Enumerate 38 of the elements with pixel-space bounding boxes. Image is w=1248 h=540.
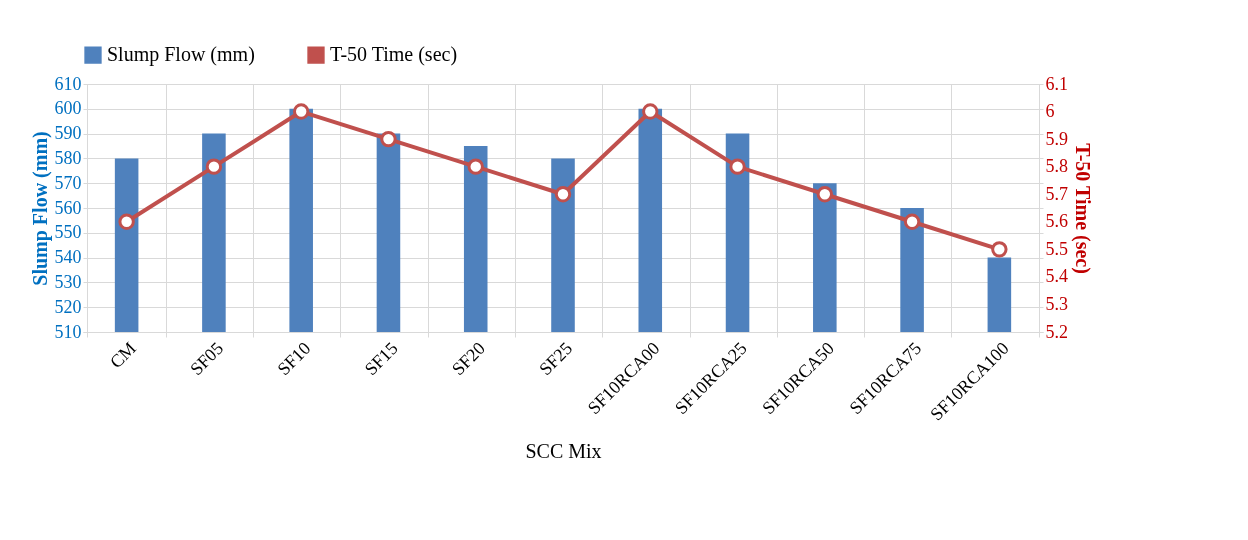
y2-tick-label: 6.1 <box>1045 73 1068 94</box>
point <box>554 186 572 203</box>
y2-tick-label: 5.9 <box>1045 128 1068 149</box>
point <box>205 158 223 175</box>
y-tick-label: 570 <box>54 172 82 193</box>
y2-tick-label: 5.3 <box>1045 293 1068 314</box>
y2-tick-label: 5.7 <box>1045 183 1068 204</box>
y-tick-label: 530 <box>54 271 82 292</box>
y2-tick-label: 5.6 <box>1045 211 1068 232</box>
y-tick-label: 540 <box>54 247 82 268</box>
point <box>380 130 397 148</box>
point <box>903 213 921 230</box>
y-tick-label: 520 <box>54 296 82 317</box>
x-axis-title: SCC Mix <box>525 440 602 463</box>
y-tick-label: 510 <box>54 321 82 342</box>
y-tick-label: 590 <box>54 123 82 144</box>
point <box>816 186 834 203</box>
y2-tick-label: 6 <box>1045 101 1055 122</box>
legend-label: Slump Flow (mm) <box>107 43 255 67</box>
legend-label: T-50 Time (sec) <box>330 43 458 67</box>
point <box>729 158 746 175</box>
point <box>292 103 310 120</box>
point <box>642 103 659 120</box>
y-tick-label: 560 <box>54 197 82 218</box>
y2-tick-label: 5.5 <box>1045 238 1068 259</box>
point <box>118 213 135 230</box>
point <box>991 241 1008 258</box>
y-axis-title: Slump Flow (mm) <box>28 131 52 286</box>
y-tick-label: 610 <box>54 73 82 94</box>
y-tick-label: 580 <box>54 147 82 168</box>
y2-tick-label: 5.8 <box>1045 156 1068 177</box>
y2-tick-label: 5.2 <box>1045 321 1068 342</box>
y-tick-label: 550 <box>54 222 82 243</box>
point <box>467 158 484 175</box>
y2-tick-label: 5.4 <box>1045 266 1068 287</box>
y-tick-label: 600 <box>54 98 82 119</box>
x-tick-label: CM <box>105 338 140 373</box>
y2-axis-title: T-50 Time (sec) <box>1071 143 1094 274</box>
